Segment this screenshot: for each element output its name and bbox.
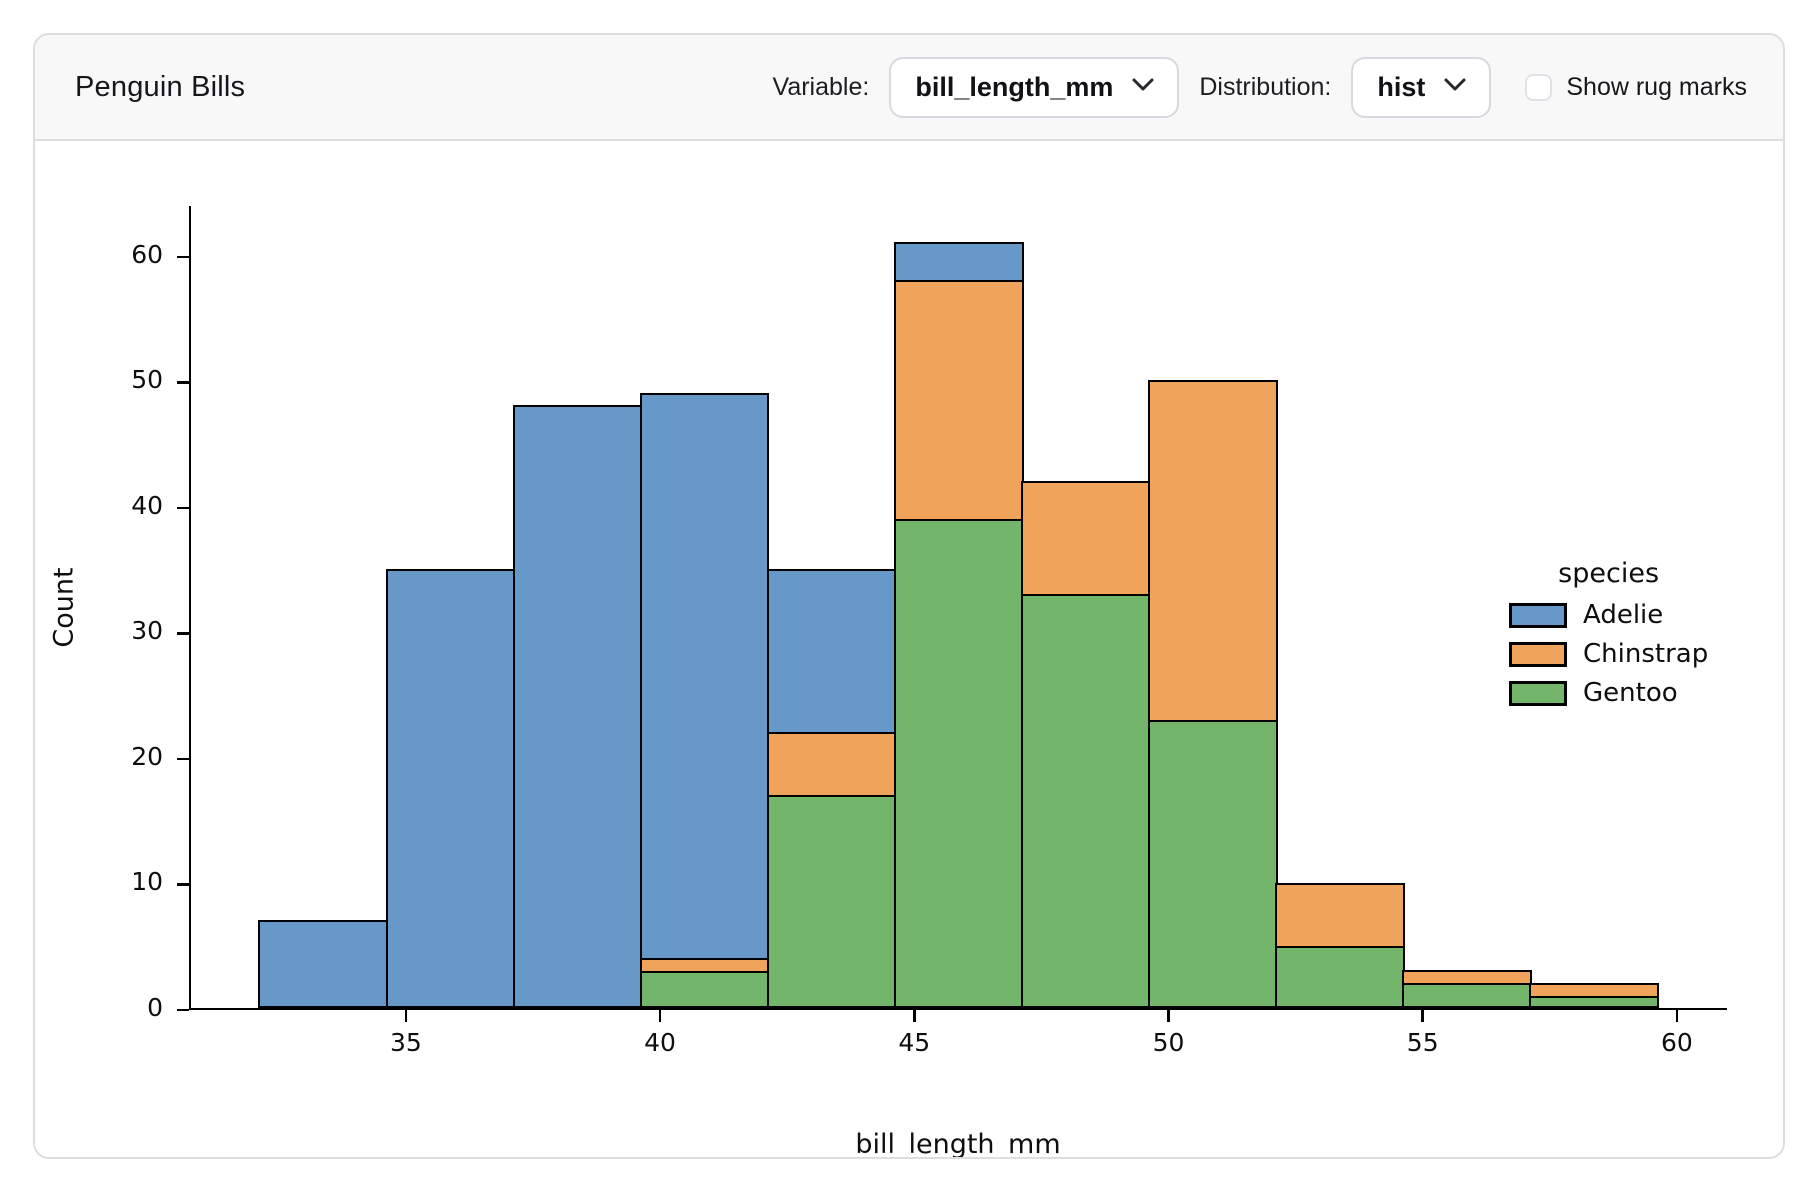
histogram-bar-segment (1021, 480, 1151, 597)
distribution-dropdown[interactable]: hist (1351, 56, 1492, 118)
y-tick-label: 20 (131, 741, 163, 771)
histogram-bar-segment (893, 279, 1024, 521)
show-rug-marks-toggle[interactable]: Show rug marks (1525, 73, 1747, 102)
legend-row: Adelie (1509, 600, 1708, 630)
histogram-bar-segment (1275, 882, 1405, 948)
legend-label: Chinstrap (1583, 639, 1709, 669)
x-tick-label: 60 (1661, 1028, 1693, 1057)
show-rug-marks-label: Show rug marks (1566, 72, 1747, 101)
legend: species Adelie Chinstrap Gentoo (1509, 558, 1708, 708)
x-tick-label: 45 (898, 1028, 931, 1057)
y-tick-mark (176, 506, 189, 510)
penguin-bills-card: Penguin Bills Variable: bill_length_mm D… (33, 33, 1785, 1159)
legend-row: Gentoo (1509, 678, 1708, 708)
x-tick-mark (1675, 1010, 1679, 1022)
y-tick-mark (176, 883, 189, 886)
x-tick-mark (913, 1010, 916, 1022)
histogram-bar-segment (1529, 982, 1660, 998)
x-axis-label: bill_length_mm (855, 1129, 1061, 1159)
chart-canvas: 35 40 45 50 55 60 0 10 20 30 40 50 60 species Adelie Ch… (35, 141, 1783, 1157)
histogram-bar-segment (258, 920, 388, 1008)
histogram-bar-segment (1402, 982, 1532, 1008)
y-tick-mark (176, 1008, 189, 1012)
y-tick-mark (176, 255, 189, 259)
show-rug-marks-checkbox[interactable] (1525, 73, 1553, 101)
histogram-bar-segment (1275, 945, 1405, 1008)
x-tick-label: 35 (389, 1028, 422, 1057)
x-tick-label: 40 (644, 1028, 676, 1057)
legend-title: species (1558, 558, 1660, 589)
variable-dropdown-value: bill_length_mm (915, 71, 1114, 102)
legend-swatch-icon (1509, 680, 1567, 706)
chevron-down-icon (1443, 77, 1467, 97)
distribution-label: Distribution: (1199, 72, 1332, 101)
x-tick-mark (1421, 1010, 1424, 1022)
y-axis-label: Count (48, 567, 80, 648)
legend-label: Gentoo (1583, 678, 1678, 708)
histogram-bar-segment (639, 970, 770, 1008)
y-tick-label: 50 (131, 365, 163, 395)
distribution-dropdown-value: hist (1377, 71, 1426, 102)
x-tick-label: 50 (1152, 1028, 1185, 1057)
histogram-bar-segment (639, 392, 770, 961)
variable-label: Variable: (772, 72, 870, 101)
histogram-bar-segment (766, 731, 897, 798)
y-tick-mark (176, 757, 189, 761)
card-header: Penguin Bills Variable: bill_length_mm D… (35, 35, 1783, 141)
plot-area: 35 40 45 50 55 60 0 10 20 30 40 50 60 species Adelie Ch… (131, 206, 1727, 1057)
y-tick-label: 60 (131, 239, 163, 269)
legend-swatch-icon (1509, 641, 1567, 667)
histogram-bar-segment (385, 568, 516, 1008)
histogram-bar-segment (1021, 593, 1151, 1008)
x-tick-mark (658, 1010, 662, 1022)
x-tick-label: 55 (1406, 1028, 1439, 1057)
y-tick-mark (176, 381, 189, 384)
y-tick-label: 0 (147, 993, 163, 1022)
histogram-bar-segment (766, 568, 897, 735)
legend-label: Adelie (1583, 600, 1664, 630)
histogram-bar-segment (512, 405, 643, 1008)
legend-swatch-icon (1509, 602, 1567, 628)
histogram-bar-segment (1148, 719, 1278, 1008)
page-title: Penguin Bills (75, 70, 246, 103)
histogram-bar-segment (766, 794, 897, 1008)
chevron-down-icon (1131, 77, 1155, 97)
y-tick-mark (176, 632, 189, 635)
chart-controls: Variable: bill_length_mm Distribution: h… (772, 56, 1747, 118)
histogram-bar-segment (893, 242, 1024, 283)
x-tick-mark (1167, 1010, 1170, 1022)
histogram-bar-segment (1148, 380, 1278, 722)
legend-row: Chinstrap (1509, 639, 1708, 669)
y-tick-label: 10 (131, 867, 163, 897)
x-tick-mark (404, 1010, 408, 1022)
variable-dropdown[interactable]: bill_length_mm (889, 56, 1180, 118)
histogram-bar-segment (893, 518, 1024, 1008)
histogram-bar-segment (1402, 970, 1532, 986)
y-tick-label: 40 (131, 490, 163, 520)
y-tick-label: 30 (131, 616, 163, 646)
